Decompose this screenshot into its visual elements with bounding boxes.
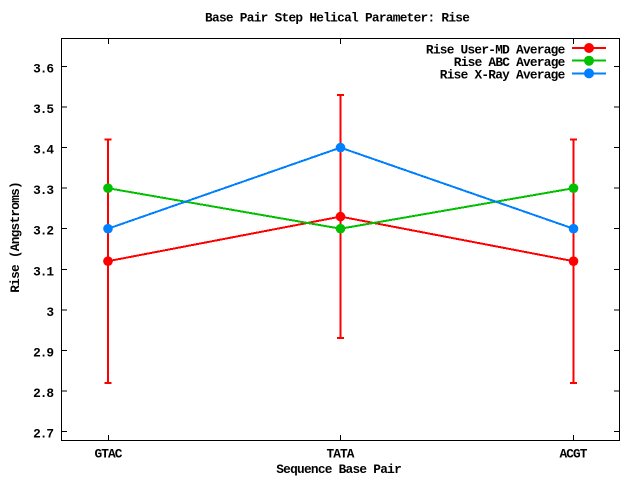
svg-text:Rise (Angstroms): Rise (Angstroms) <box>8 181 23 293</box>
svg-text:3.4: 3.4 <box>33 143 54 158</box>
svg-text:3.2: 3.2 <box>33 224 54 239</box>
svg-text:3.3: 3.3 <box>33 183 54 198</box>
svg-text:Sequence Base Pair: Sequence Base Pair <box>276 462 402 477</box>
svg-text:Rise ABC Average: Rise ABC Average <box>454 55 566 70</box>
svg-text:2.9: 2.9 <box>33 345 54 360</box>
svg-text:Rise X-Ray Average: Rise X-Ray Average <box>440 68 566 83</box>
svg-text:2.8: 2.8 <box>33 386 54 401</box>
svg-text:3.1: 3.1 <box>33 264 54 279</box>
svg-text:Base Pair Step Helical Paramet: Base Pair Step Helical Parameter: Rise <box>205 11 470 26</box>
svg-text:Rise User-MD Average: Rise User-MD Average <box>426 43 566 58</box>
svg-text:3: 3 <box>46 305 54 320</box>
svg-text:2.7: 2.7 <box>33 427 54 442</box>
svg-text:TATA: TATA <box>327 447 355 462</box>
svg-text:GTAC: GTAC <box>95 447 123 462</box>
svg-text:3.6: 3.6 <box>33 62 54 77</box>
svg-text:ACGT: ACGT <box>560 447 588 462</box>
svg-text:3.5: 3.5 <box>33 102 54 117</box>
